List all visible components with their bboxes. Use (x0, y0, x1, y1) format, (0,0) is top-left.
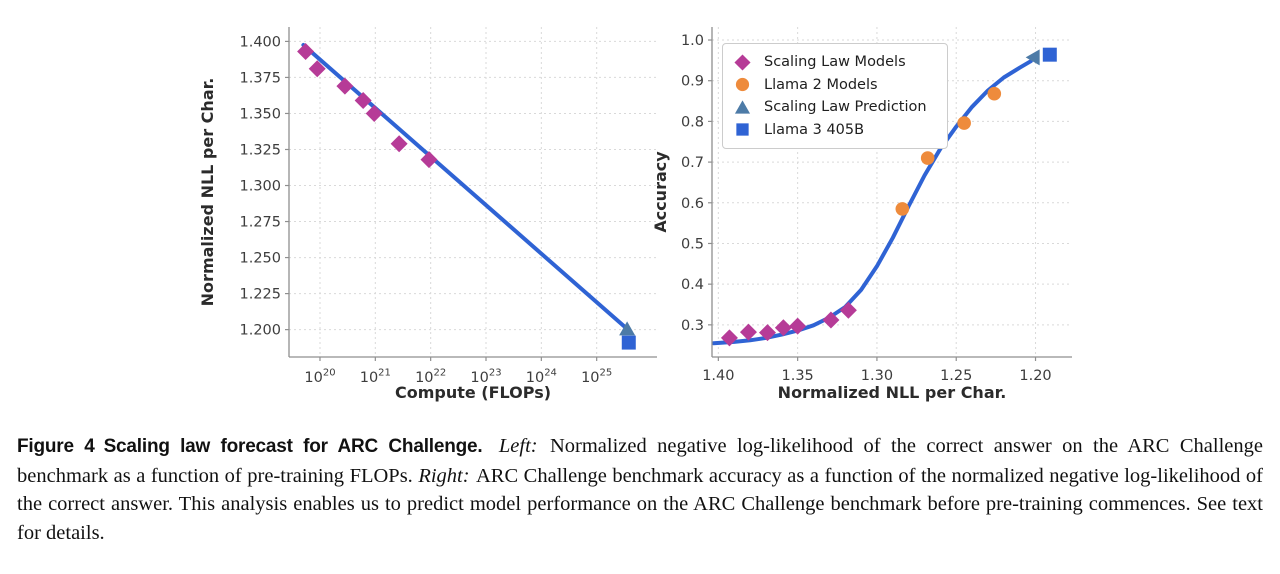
caption-left-text: Normalized negative log-likelihood of th… (17, 435, 1263, 487)
legend-item-label: Scaling Law Prediction (764, 99, 927, 116)
tick-label: 0.7 (681, 155, 704, 171)
tick-label: 1.40 (702, 368, 734, 384)
y-axis-label: Normalized NLL per Char. (198, 78, 217, 307)
marker-square (621, 335, 636, 350)
legend-item-label: Llama 2 Models (764, 76, 878, 93)
marker-diamond (774, 319, 792, 337)
tick-label: 0.8 (681, 114, 704, 130)
tick-label: 1021 (360, 368, 391, 387)
tick-label: 0.6 (681, 196, 704, 212)
tick-label: 1.275 (239, 215, 281, 231)
plots-svg: 1020 1021 1022 1023 1024 10251.2001.2251.2501… (198, 27, 1072, 402)
triangle-icon (734, 100, 751, 114)
marker-diamond (420, 151, 438, 169)
caption-right-text: ARC Challenge benchmark accuracy as a fu… (17, 464, 1263, 544)
marker-diamond (336, 77, 354, 95)
tick-label: 1.400 (239, 34, 281, 50)
tick-label: 1.325 (239, 142, 281, 158)
caption-title: Scaling law forecast for ARC Challenge. (103, 436, 483, 457)
circle-icon (735, 78, 750, 92)
tick-label: 0.5 (681, 236, 704, 252)
marker-diamond (354, 91, 372, 109)
marker-circle (895, 202, 910, 216)
marker-diamond (739, 323, 757, 341)
tick-label: 1.225 (239, 287, 281, 303)
tick-label: 1.25 (940, 368, 972, 384)
x-axis-label: Compute (FLOPs) (395, 383, 551, 402)
tick-label: 1.200 (239, 323, 281, 339)
marker-triangle-left (1025, 49, 1040, 66)
tick-label: 1.35 (781, 368, 813, 384)
marker-diamond (839, 301, 857, 319)
tick-label: 1.0 (681, 33, 704, 49)
marker-circle (957, 116, 971, 130)
tick-label: 0.3 (681, 318, 704, 334)
fit-line (301, 43, 630, 331)
caption-figure-label: Figure 4 (17, 436, 95, 457)
left-plot: 1020 1021 1022 1023 1024 10251.2001.2251.2501… (198, 27, 657, 402)
tick-label: 1.30 (861, 368, 893, 384)
marker-triangle-up (619, 321, 636, 336)
marker-diamond (789, 317, 807, 335)
marker-diamond (308, 60, 326, 78)
legend-item-scaling-law-prediction: Scaling Law Prediction (734, 96, 935, 119)
figure-caption: Figure 4 Scaling law forecast for ARC Cha… (17, 432, 1263, 547)
marker-circle (987, 86, 1002, 101)
legend-item-scaling-law-models: Scaling Law Models (734, 51, 935, 74)
marker-diamond (297, 42, 315, 60)
marker-diamond (759, 324, 777, 342)
marker-square (1042, 47, 1057, 62)
marker-diamond (720, 329, 738, 347)
tick-label: 0.9 (681, 74, 704, 90)
legend-item-llama-2-models: Llama 2 Models (734, 74, 935, 97)
square-icon (736, 123, 749, 136)
x-axis-label: Normalized NLL per Char. (778, 383, 1007, 402)
caption-left-tag: Left: (498, 435, 538, 457)
tick-label: 1020 (304, 368, 335, 387)
legend-item-label: Llama 3 405B (764, 121, 865, 138)
marker-diamond (390, 135, 408, 153)
marker-diamond (822, 311, 840, 329)
caption-right-tag: Right: (418, 464, 470, 487)
legend-item-label: Scaling Law Models (764, 54, 906, 71)
legend: Scaling Law Models Llama 2 Models Scalin… (722, 43, 948, 149)
tick-label: 1.375 (239, 70, 281, 86)
tick-label: 0.4 (681, 277, 704, 293)
legend-item-llama-3-405b: Llama 3 405B (734, 119, 935, 142)
y-axis-label: Accuracy (651, 151, 670, 233)
marker-diamond (365, 104, 383, 122)
tick-label: 1.350 (239, 106, 281, 122)
tick-label: 1.300 (239, 179, 281, 195)
diamond-icon (734, 54, 751, 71)
tick-label: 1025 (581, 368, 612, 387)
tick-label: 1.250 (239, 251, 281, 267)
tick-label: 1.20 (1019, 368, 1051, 384)
marker-circle (920, 151, 935, 165)
